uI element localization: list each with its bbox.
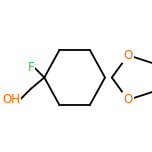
Text: O: O xyxy=(123,93,133,106)
Text: F: F xyxy=(28,61,35,74)
Text: OH: OH xyxy=(2,93,20,106)
Text: O: O xyxy=(123,49,133,62)
